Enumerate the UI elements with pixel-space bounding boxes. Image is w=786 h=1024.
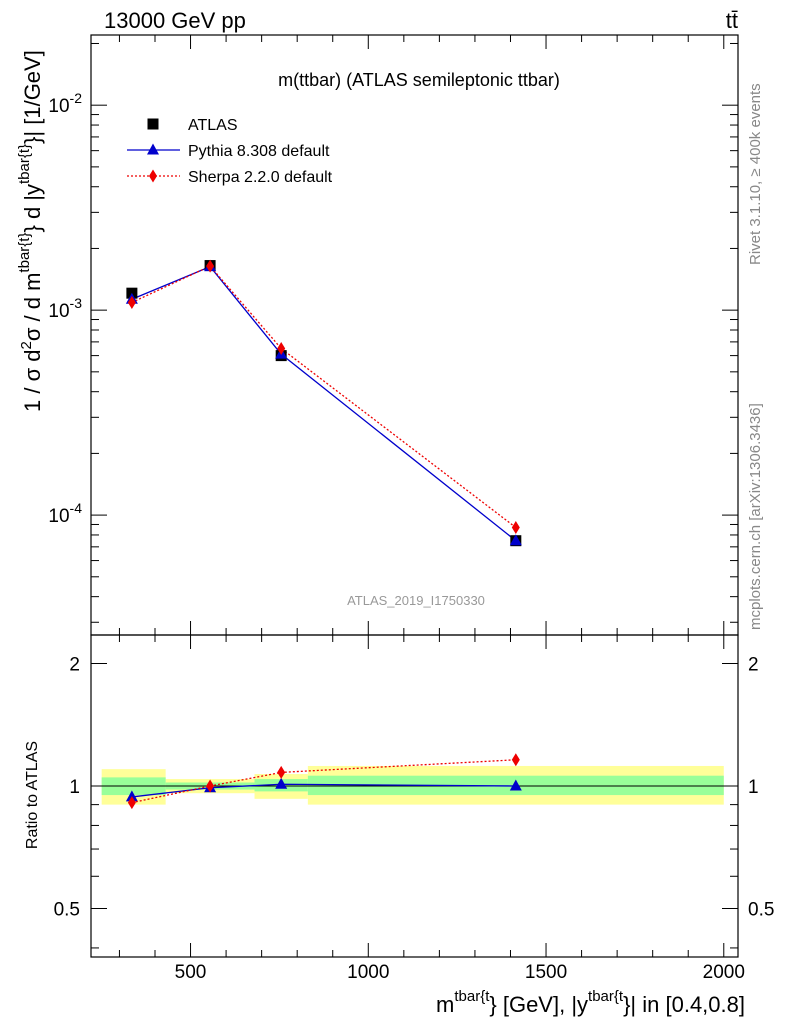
sherpa-ratio-point [277,765,286,779]
ratio-y-tick-label: 1 [69,777,80,798]
x-tick-label: 1500 [525,962,567,983]
rivet-version-label: Rivet 3.1.10, ≥ 400k events [747,83,764,265]
analysis-tag: ATLAS_2019_I1750330 [347,593,485,608]
ratio-y-tick-label-right: 0.5 [748,899,774,920]
pythia-line [131,265,517,542]
legend: ATLAS Pythia 8.308 default Sherpa 2.2.0 de… [127,117,333,186]
sherpa-point [206,259,215,273]
legend-atlas-label: ATLAS [188,117,238,134]
ratio-y-tick-label: 0.5 [54,899,80,920]
sherpa-point [127,295,136,309]
pythia-ratio-point [275,777,288,789]
x-tick-label: 1000 [347,962,389,983]
ratio-y-tick-label: 2 [69,655,80,676]
sherpa-point [277,341,286,355]
ratio-y-axis-label: Ratio to ATLAS [24,741,41,849]
x-tick-label: 2000 [703,962,745,983]
sherpa-line [131,265,517,529]
pythia-ratio-point [125,790,138,802]
y-tick-label: 10-3 [48,295,82,322]
y-tick-label: 10-2 [48,90,82,117]
header-right-label: tt̄ [726,8,738,33]
sherpa-ratio-point [206,779,215,793]
plot-title: m(ttbar) (ATLAS semileptonic ttbar) [278,70,560,90]
y-tick-label: 10-4 [48,500,82,527]
ratio-y-tick-label-right: 2 [748,655,759,676]
x-tick-label: 500 [175,962,207,983]
y-axis-label: 1 / σ d2σ / d mtbar{t}} d |ytbar{t}}| [1… [16,50,45,412]
sherpa-ratio-point [511,753,520,767]
sherpa-ratio-point [127,796,136,810]
sherpa-ratio-line [131,759,516,804]
header-left-label: 13000 GeV pp [104,8,246,33]
legend-pythia-label: Pythia 8.308 default [188,143,330,160]
pythia-ratio-point [509,779,522,791]
legend-sherpa-marker [149,169,157,183]
legend-pythia-marker [147,143,159,155]
mcplots-label: mcplots.cern.ch [arXiv:1306.3436] [747,403,764,630]
sherpa-point [511,520,520,534]
legend-atlas-marker [147,118,159,130]
ratio-y-tick-label-right: 1 [748,777,759,798]
main-plot-panel: 10-2 10-3 10-4 ATLAS Pythia 8.308 default She… [48,34,739,636]
pythia-point [509,534,522,546]
legend-sherpa-label: Sherpa 2.2.0 default [188,169,333,186]
x-axis-label: mtbar{t} [GeV], |ytbar{t}| in [0.4,0.8] [436,988,745,1017]
pythia-ratio-line [131,783,516,798]
ratio-plot-frame [90,634,739,958]
ratio-plot-panel: 500 1000 1500 2000 0.5 0.5 1 1 2 2 [54,634,774,983]
